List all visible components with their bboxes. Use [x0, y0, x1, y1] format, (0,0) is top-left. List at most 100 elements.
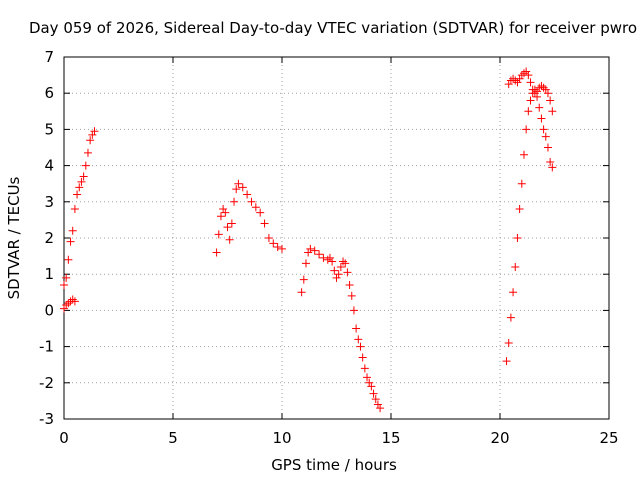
- data-point: [506, 313, 515, 322]
- data-point: [515, 205, 524, 214]
- data-point: [260, 219, 269, 228]
- y-tick-label: 3: [44, 193, 54, 211]
- data-point: [347, 291, 356, 300]
- data-point: [62, 273, 71, 282]
- data-point: [356, 342, 365, 351]
- data-point: [522, 67, 531, 76]
- data-point: [75, 183, 84, 192]
- data-point: [79, 172, 88, 181]
- y-tick-label: 2: [44, 229, 54, 247]
- data-point: [70, 297, 79, 306]
- data-point: [81, 161, 90, 170]
- data-point: [297, 288, 306, 297]
- y-axis-label: SDTVAR / TECUs: [5, 176, 23, 299]
- data-point: [530, 89, 539, 98]
- data-point: [256, 208, 265, 217]
- data-point: [83, 148, 92, 157]
- data-point: [511, 76, 520, 85]
- data-point: [323, 255, 332, 264]
- data-point: [60, 281, 68, 290]
- data-point: [345, 281, 354, 290]
- data-point: [543, 143, 552, 152]
- plot-frame: [63, 56, 610, 420]
- data-point: [504, 80, 513, 89]
- data-point: [77, 177, 86, 186]
- x-tick-label: 0: [59, 429, 69, 447]
- data-point: [336, 262, 345, 271]
- data-point: [232, 185, 241, 194]
- data-point: [513, 234, 522, 242]
- data-point: [230, 197, 239, 206]
- data-point: [519, 69, 528, 78]
- data-point: [223, 223, 232, 232]
- data-point: [513, 78, 522, 87]
- data-point: [376, 404, 385, 413]
- data-point: [541, 132, 550, 141]
- data-point: [334, 270, 343, 279]
- data-point: [251, 203, 260, 212]
- data-point: [238, 183, 247, 192]
- data-point: [526, 96, 535, 105]
- data-point: [539, 125, 548, 134]
- x-tick-label: 15: [381, 429, 400, 447]
- y-tick-label: 4: [44, 157, 54, 175]
- data-point: [66, 237, 75, 246]
- data-point: [64, 299, 73, 308]
- x-axis-label: GPS time / hours: [271, 456, 397, 474]
- data-point: [225, 235, 234, 244]
- y-tick-label: -1: [39, 338, 54, 356]
- data-point: [214, 230, 223, 239]
- data-point: [278, 244, 286, 253]
- data-point: [354, 335, 363, 344]
- data-point: [68, 226, 77, 235]
- data-point: [524, 107, 533, 116]
- data-point: [541, 85, 550, 94]
- data-point: [243, 190, 252, 199]
- data-point: [543, 89, 552, 98]
- data-point: [546, 157, 555, 166]
- data-point: [511, 262, 520, 271]
- data-point: [349, 306, 358, 315]
- data-point: [330, 266, 339, 275]
- data-point: [363, 373, 372, 382]
- data-point: [515, 74, 524, 83]
- data-point: [537, 81, 546, 90]
- y-tick-label: 1: [44, 265, 54, 283]
- data-point: [537, 114, 546, 123]
- data-point: [535, 103, 544, 112]
- data-point: [365, 378, 374, 387]
- y-tick-label: 6: [44, 84, 54, 102]
- data-point: [546, 96, 555, 105]
- data-point: [339, 257, 348, 266]
- data-point: [301, 259, 310, 268]
- data-point: [524, 71, 533, 80]
- data-point: [86, 136, 95, 145]
- data-point: [227, 219, 236, 228]
- y-tick-label: 5: [44, 120, 54, 138]
- data-point: [60, 304, 68, 313]
- axis-ticks: -3 -2 -1 0 1 2 3 4 5 6 7 0 5 10 15 20 25: [39, 48, 619, 447]
- data-point: [343, 268, 352, 277]
- y-tick-label: -3: [39, 410, 54, 428]
- data-point: [212, 248, 221, 257]
- data-point: [517, 179, 526, 188]
- y-tick-label: -2: [39, 374, 54, 392]
- data-point: [88, 130, 97, 139]
- data-point: [548, 107, 557, 116]
- data-point: [522, 125, 531, 134]
- data-point: [73, 190, 82, 199]
- data-point: [68, 295, 77, 304]
- data-point: [221, 208, 230, 217]
- data-point: [306, 244, 315, 253]
- data-point: [219, 205, 228, 214]
- data-point: [269, 239, 278, 248]
- data-point: [502, 357, 511, 366]
- data-point: [332, 273, 341, 282]
- data-point: [539, 83, 548, 92]
- x-tick-label: 20: [490, 429, 509, 447]
- data-point: [216, 212, 225, 221]
- data-point: [519, 150, 528, 159]
- data-point: [526, 78, 535, 87]
- x-tick-label: 25: [599, 429, 618, 447]
